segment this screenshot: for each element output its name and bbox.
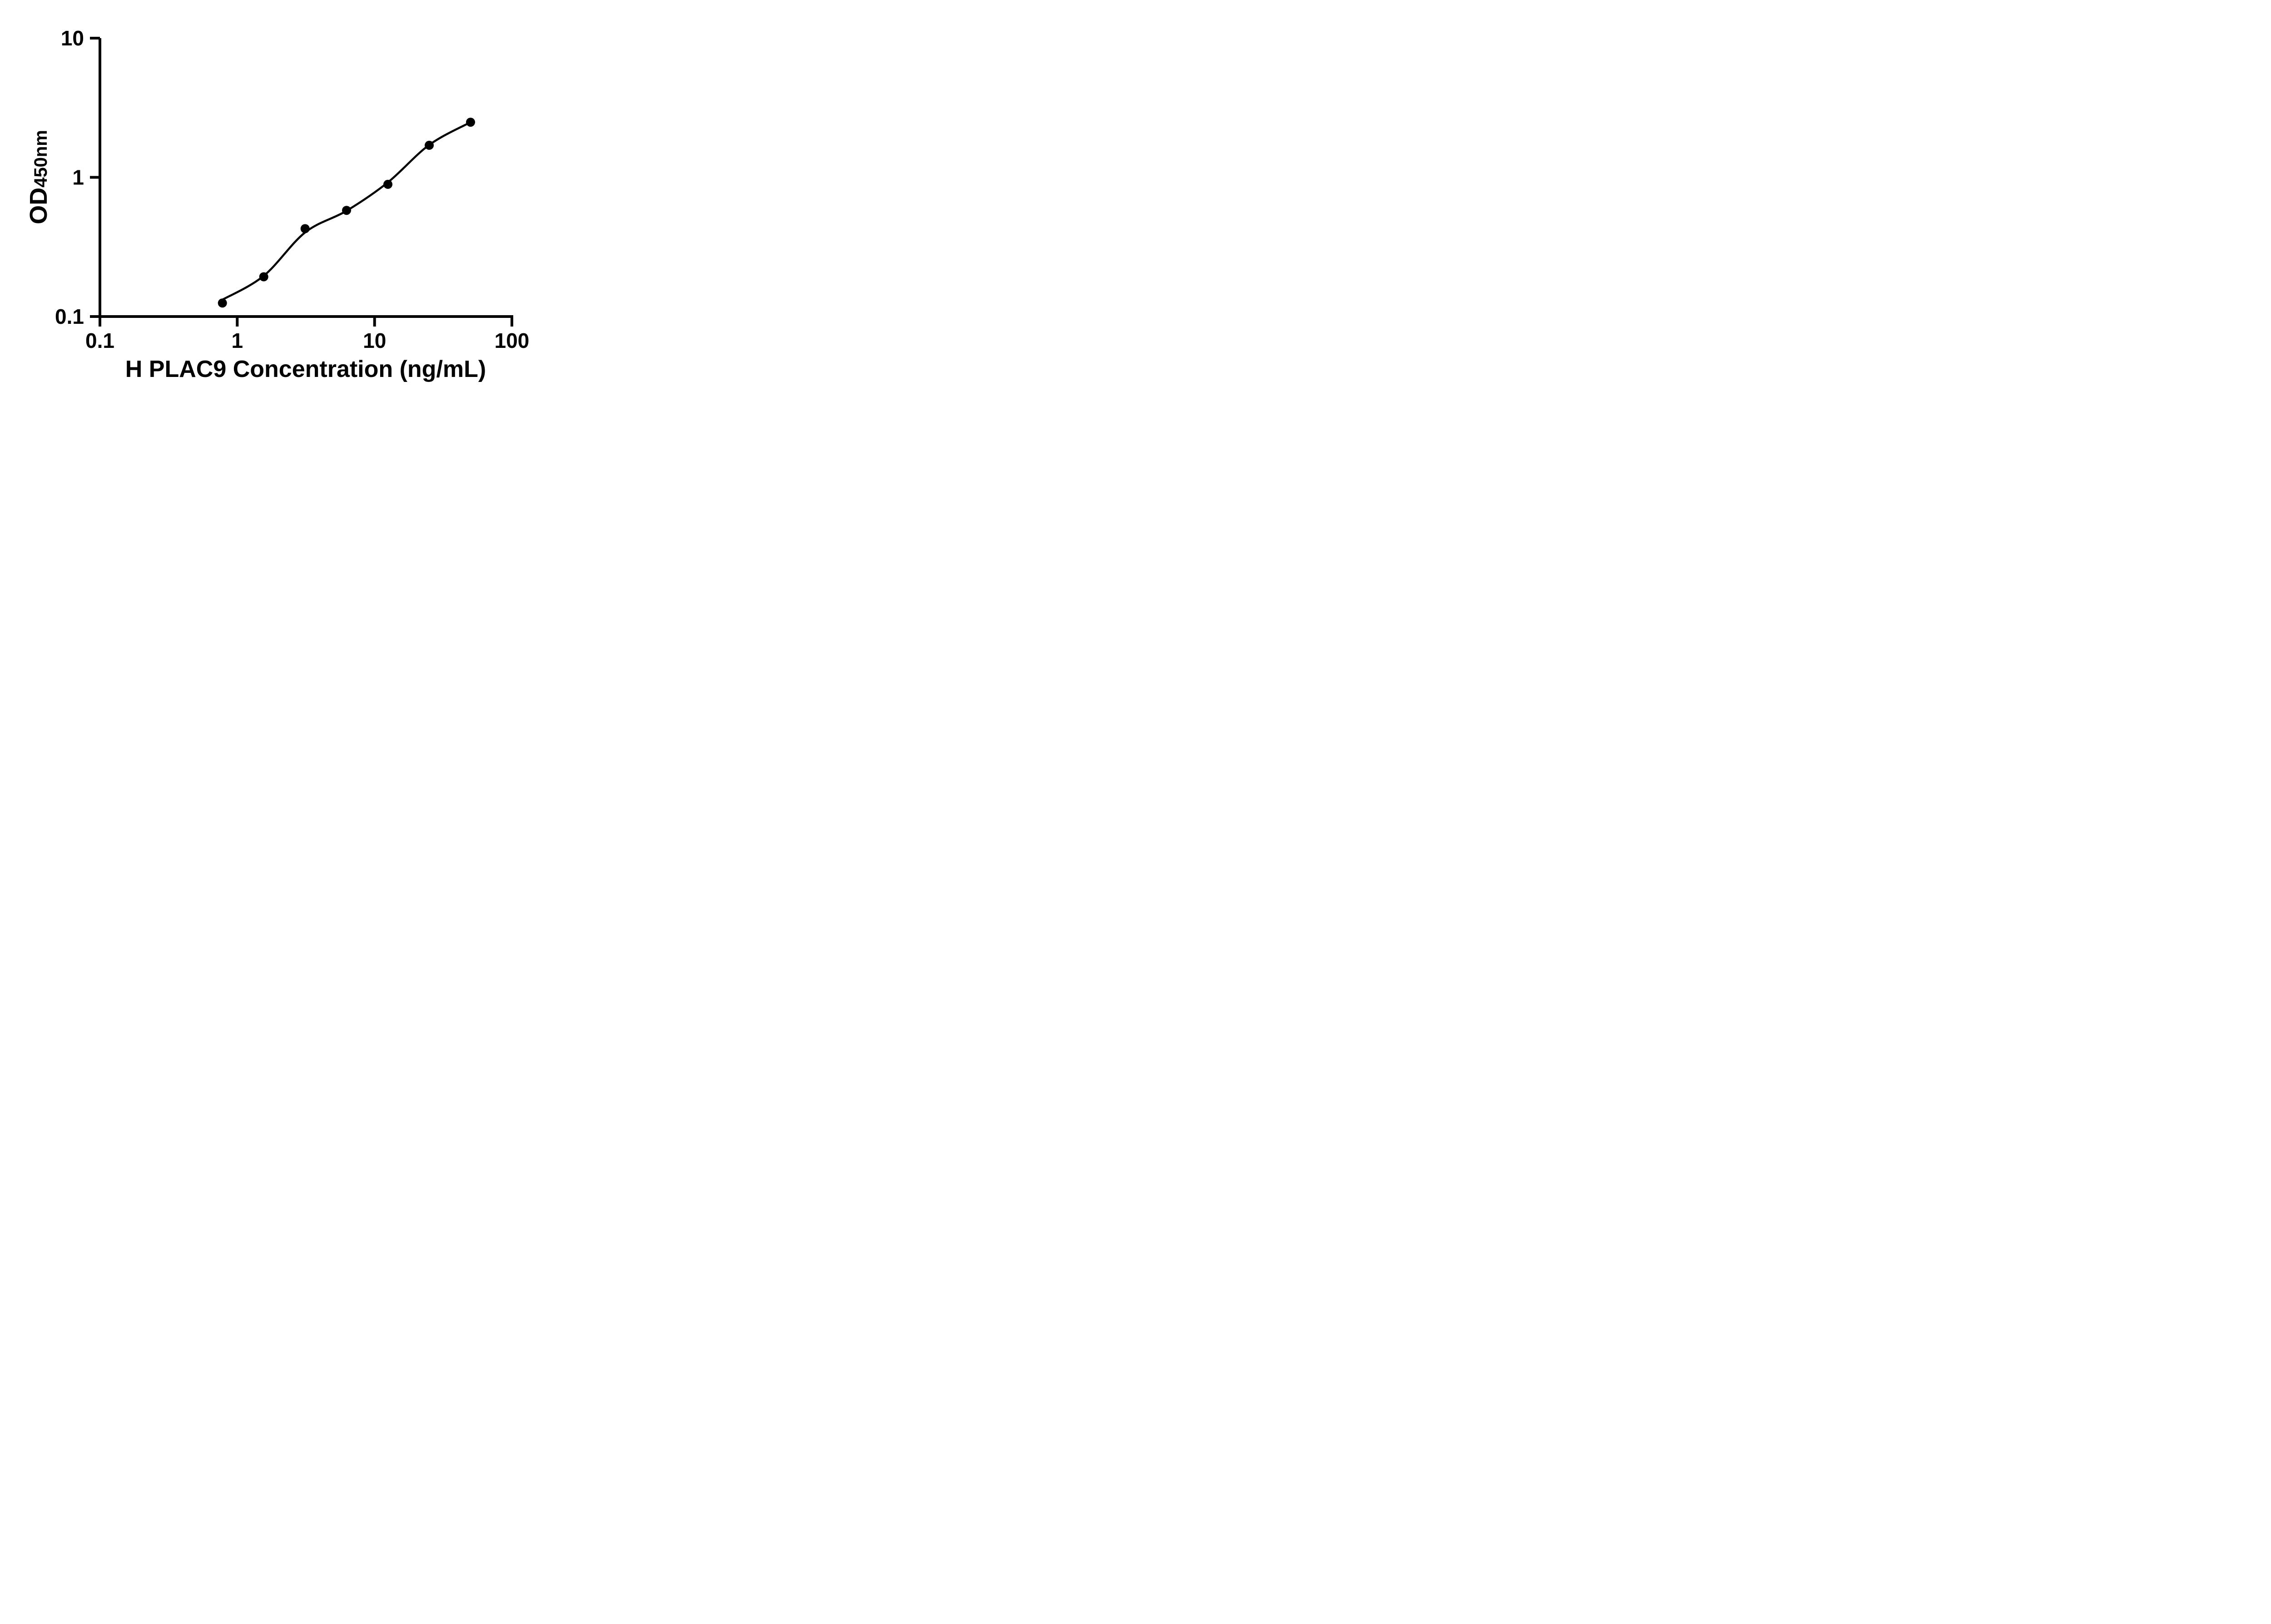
x-tick-label: 0.1 (85, 329, 114, 352)
data-point (342, 206, 351, 215)
x-tick-label: 10 (363, 329, 386, 352)
data-point (218, 298, 227, 308)
data-point (425, 140, 434, 150)
y-tick-label: 0.1 (55, 305, 84, 328)
axis-spines-and-ticks (90, 37, 513, 327)
elisa-standard-curve-figure: 10 1 0.1 0.1 1 10 100 OD450nm H PLAC9 Concentr… (0, 0, 572, 406)
y-axis-title-sub: 450nm (31, 130, 51, 188)
axes-and-data-layer: 10 1 0.10.1 1 10 100 (55, 26, 529, 352)
y-tick-label: 10 (61, 26, 84, 50)
x-tick-label: 100 (495, 329, 530, 352)
y-axis-title: OD450nm (25, 130, 52, 224)
data-point (383, 179, 392, 189)
x-tick-label: 1 (232, 329, 243, 352)
y-axis-title-main: OD (25, 188, 52, 224)
chart-svg: 10 1 0.10.1 1 10 100 OD450nm H PLAC9 Concentr… (25, 26, 529, 382)
data-point (300, 224, 310, 233)
data-point (259, 272, 268, 282)
data-point (466, 118, 475, 127)
x-axis-title: H PLAC9 Concentration (ng/mL) (125, 356, 486, 382)
y-tick-label: 1 (72, 166, 84, 189)
